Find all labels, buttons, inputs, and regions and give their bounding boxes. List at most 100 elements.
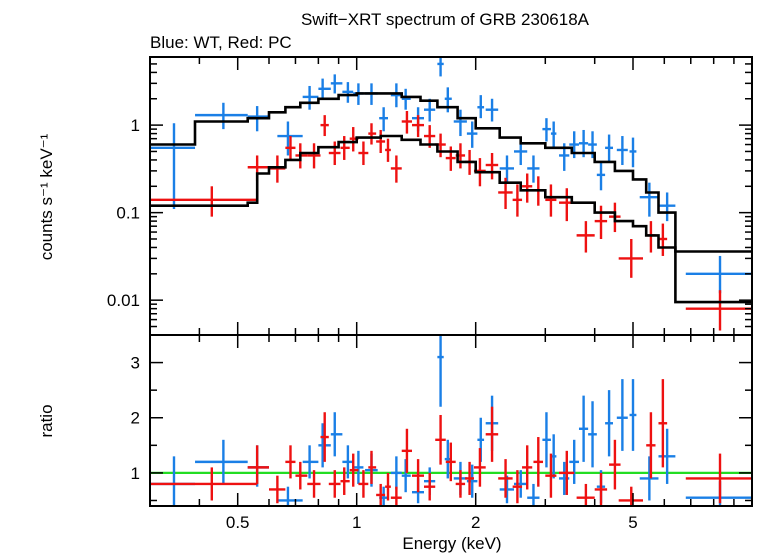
y-tick-label: 2 [131, 409, 140, 428]
wt-data-point [514, 470, 528, 498]
wt-data-point [150, 456, 196, 506]
pc-data-point [512, 184, 523, 217]
wt-data-point [195, 102, 248, 130]
wt-data-point [629, 137, 637, 168]
pc-data-point [320, 115, 329, 137]
pc-data-point [368, 123, 377, 145]
pc-data-point [522, 173, 533, 203]
pc-data-point [247, 445, 269, 484]
wt-data-point [453, 109, 467, 137]
x-tick-label: 2 [471, 513, 480, 532]
pc-data-point [411, 115, 425, 138]
pc-data-point [618, 238, 644, 278]
pc-data-point [424, 472, 436, 501]
y-tick-label: 0.01 [107, 291, 140, 310]
spectrum-panel: 0.01 0.1 1 [107, 56, 753, 336]
y-tick-label: 1 [131, 464, 140, 483]
pc-data-point [268, 155, 286, 183]
pc-data-point [328, 470, 341, 498]
wt-data-point [685, 255, 752, 294]
wt-data-point [542, 118, 551, 142]
x-axis-label: Energy (keV) [402, 534, 501, 553]
wt-data-point [596, 161, 606, 191]
pc-data-point [646, 221, 656, 253]
pc-data-point [545, 453, 557, 498]
pc-data-point [285, 445, 296, 479]
wt-data-point [477, 95, 485, 119]
pc-data-point [455, 470, 466, 498]
wt-data-point [390, 83, 402, 108]
y-axis-label-ratio: ratio [37, 404, 56, 437]
pc-data-point [268, 475, 286, 504]
pc-data-point [390, 155, 402, 183]
pc-data-point [376, 483, 386, 506]
pc-data-point [658, 223, 668, 256]
wt-data-point [485, 98, 499, 122]
wt-data-point [639, 182, 659, 217]
chart-title: Swift−XRT spectrum of GRB 230618A [301, 10, 590, 29]
pc-data-point [473, 448, 486, 487]
wt-data-point [150, 123, 196, 210]
pc-data-point [385, 138, 391, 162]
pc-data-point [559, 450, 575, 495]
y-tick-label: 3 [131, 354, 140, 373]
x-tick-label: 0.5 [226, 513, 250, 532]
chart-subtitle: Blue: WT, Red: PC [150, 33, 292, 52]
wt-data-point [639, 456, 659, 501]
pc-data-point [609, 439, 621, 490]
pc-data-point [646, 412, 656, 479]
wt-data-point [318, 78, 331, 99]
wt-data-point [605, 134, 613, 162]
pc-data-point [368, 450, 377, 484]
wt-data-point [401, 88, 411, 110]
wt-data-point [437, 335, 444, 407]
pc-data-point [533, 437, 543, 487]
pc-data-point [435, 414, 446, 465]
pc-data-point [545, 184, 557, 217]
pc-data-point [307, 470, 321, 498]
wt-data-point [629, 379, 637, 451]
pc-data-point [498, 459, 513, 498]
wt-data-point [330, 74, 343, 94]
wt-data-point [195, 439, 248, 484]
pc-data-point [340, 467, 350, 495]
pc-data-point [594, 205, 608, 239]
pc-data-point [150, 467, 258, 501]
wt-data-point [302, 85, 319, 110]
wt-data-point [527, 155, 540, 183]
pc-data-point [685, 290, 752, 331]
pc-data-point [150, 186, 258, 217]
y-axis-label-spectrum: counts s⁻¹ keV⁻¹ [37, 133, 56, 260]
pc-data-point [411, 459, 425, 493]
wt-data-point [616, 136, 628, 166]
wt-data-point [658, 428, 676, 484]
y-tick-label: 1 [131, 116, 140, 135]
wt-data-point [588, 401, 597, 468]
pc-data-point [576, 483, 595, 506]
wt-data-point [437, 57, 444, 77]
pc-data-point [401, 428, 412, 473]
pc-data-point [349, 453, 359, 487]
wt-data-point [550, 121, 557, 148]
pc-data-point [295, 461, 308, 490]
wt-data-point [569, 439, 579, 484]
pc-data-point [376, 129, 386, 154]
pc-data-point [594, 472, 608, 506]
pc-data-point [307, 143, 321, 169]
x-tick-label: 5 [628, 513, 637, 532]
wt-data-point [353, 450, 364, 484]
pc-data-point [658, 379, 668, 468]
wt-data-point [390, 456, 402, 490]
pc-data-point [390, 486, 402, 506]
pc-data-point [358, 141, 369, 166]
pc-data-point [485, 406, 499, 462]
wt-data-point [527, 483, 540, 506]
wt-data-point [605, 390, 613, 457]
x-tick-label: 1 [352, 513, 361, 532]
wt-data-point [466, 121, 478, 148]
pc-data-point [328, 141, 341, 166]
spectrum-data [150, 57, 752, 331]
pc-data-point [358, 470, 369, 498]
y-tick-label: 0.1 [116, 204, 140, 223]
